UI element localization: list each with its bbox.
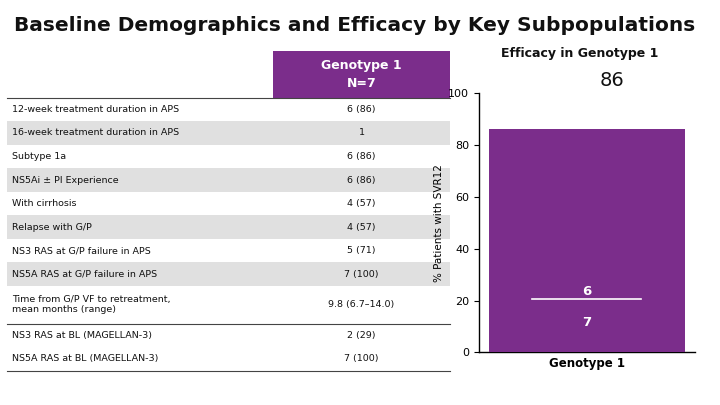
Text: Efficacy in Genotype 1: Efficacy in Genotype 1 [501,47,658,60]
Text: 12-week treatment duration in APS: 12-week treatment duration in APS [12,105,179,114]
Text: Time from G/P VF to retreatment,
mean months (range): Time from G/P VF to retreatment, mean mo… [12,295,170,314]
Text: NS5Ai ± PI Experience: NS5Ai ± PI Experience [12,175,118,185]
Bar [489,130,685,352]
Text: 2 (29): 2 (29) [347,331,376,340]
Text: 86: 86 [600,71,625,90]
Y-axis label: % Patients with SVR12: % Patients with SVR12 [434,164,444,282]
Text: Subtype 1a: Subtype 1a [12,152,66,161]
Text: NS5A RAS at G/P failure in APS: NS5A RAS at G/P failure in APS [12,270,157,279]
Bar [7,215,450,239]
Text: NS3 RAS at G/P failure in APS: NS3 RAS at G/P failure in APS [12,246,150,255]
Text: Baseline Demographics and Efficacy by Key Subpopulations: Baseline Demographics and Efficacy by Ke… [14,16,696,35]
Text: 7 (100): 7 (100) [344,270,379,279]
Text: 6 (86): 6 (86) [347,105,376,114]
Bar [273,51,450,98]
Text: NS5A RAS at BL (MAGELLAN-3): NS5A RAS at BL (MAGELLAN-3) [12,354,158,363]
Text: 7 (100): 7 (100) [344,354,379,363]
Bar [7,262,450,286]
Text: 4 (57): 4 (57) [347,199,376,208]
Text: NS3 RAS at BL (MAGELLAN-3): NS3 RAS at BL (MAGELLAN-3) [12,331,152,340]
Text: 1: 1 [359,128,364,137]
Text: Genotype 1
N=7: Genotype 1 N=7 [321,59,402,90]
Text: 5 (71): 5 (71) [347,246,376,255]
Text: Relapse with G/P: Relapse with G/P [12,223,91,232]
Text: 7: 7 [582,316,591,329]
Text: 6: 6 [582,285,591,298]
Text: 9.8 (6.7–14.0): 9.8 (6.7–14.0) [328,300,395,309]
Text: RETREATMENT OF HEPATITIS C INFECTION IN PATIENTS WHO FAILED GLECAPREVIR/PIBRENTA: RETREATMENT OF HEPATITIS C INFECTION IN … [128,387,592,392]
Text: With cirrhosis: With cirrhosis [12,199,76,208]
Bar [7,121,450,145]
Bar [7,168,450,192]
Text: 16-week treatment duration in APS: 16-week treatment duration in APS [12,128,179,137]
Text: 4 (57): 4 (57) [347,223,376,232]
Text: 6 (86): 6 (86) [347,175,376,185]
Text: 6 (86): 6 (86) [347,152,376,161]
